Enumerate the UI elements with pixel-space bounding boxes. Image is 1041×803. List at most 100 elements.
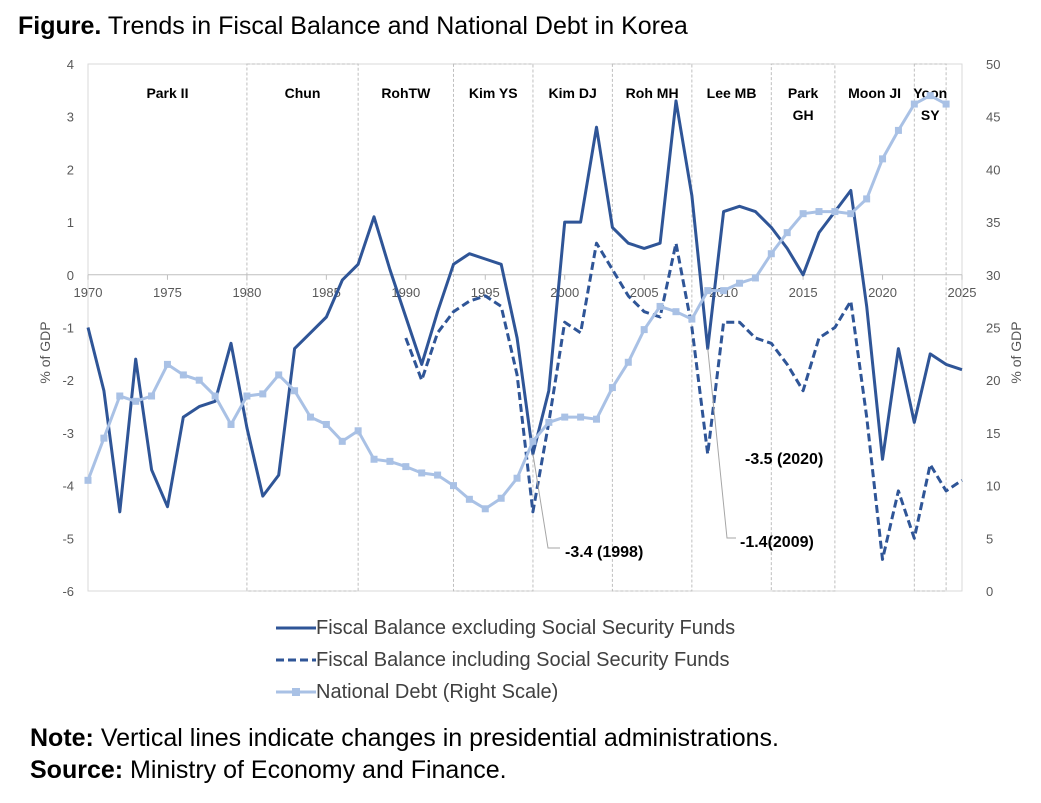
administration-label: YoonSY [913, 85, 947, 123]
national-debt-marker [243, 392, 251, 400]
annotation-leader [532, 453, 560, 549]
national-debt-marker [767, 250, 775, 258]
y-left-tick-label: -6 [62, 584, 74, 599]
national-debt-marker [640, 326, 648, 334]
y-left-tick-label: -2 [62, 373, 74, 388]
administration-label: Park GH [788, 85, 819, 123]
administration-label: Kim DJ [549, 85, 597, 101]
figure-title: Figure. Trends in Fiscal Balance and Nat… [18, 12, 688, 41]
administration-label: RohTW [381, 85, 431, 101]
x-tick-label: 2000 [550, 285, 579, 300]
national-debt-marker [497, 494, 505, 502]
x-tick-label: 1995 [471, 285, 500, 300]
legend-item-fiscal-excl: Fiscal Balance excluding Social Security… [276, 612, 735, 644]
administration-label-line: Kim YS [469, 85, 518, 101]
administration-label-line: Lee MB [707, 85, 757, 101]
administration-label: Lee MB [707, 85, 757, 101]
note-line: Note: Vertical lines indicate changes in… [30, 722, 779, 754]
national-debt-marker [799, 210, 807, 218]
x-tick-label: 2005 [630, 285, 659, 300]
national-debt-marker [211, 392, 219, 400]
national-debt-marker [545, 418, 553, 426]
chart-legend: Fiscal Balance excluding Social Security… [276, 612, 735, 708]
administration-label-line: SY [921, 107, 940, 123]
legend-label: Fiscal Balance including Social Security… [316, 648, 730, 671]
administration-label: Park II [146, 85, 188, 101]
y-right-tick-label: 10 [986, 479, 1000, 494]
figure-title-text: Trends in Fiscal Balance and National De… [101, 12, 688, 40]
x-tick-label: 1980 [232, 285, 261, 300]
annotation-label: -3.4 (1998) [565, 544, 643, 561]
administration-label: Kim YS [469, 85, 518, 101]
national-debt-marker [84, 476, 92, 484]
x-tick-label: 2015 [789, 285, 818, 300]
national-debt-marker [815, 208, 823, 216]
national-debt-marker [672, 308, 680, 316]
y-right-tick-label: 45 [986, 110, 1000, 125]
x-tick-label: 2020 [868, 285, 897, 300]
national-debt-marker [481, 505, 489, 513]
administration-label-line: Kim DJ [549, 85, 597, 101]
administration-box [913, 63, 947, 592]
national-debt-marker [418, 469, 426, 477]
national-debt-marker [720, 287, 728, 295]
national-debt-marker [116, 392, 124, 400]
national-debt-marker [910, 100, 918, 108]
administration-box [246, 63, 359, 592]
figure-notes: Note: Vertical lines indicate changes in… [30, 722, 779, 786]
y-right-tick-label: 0 [986, 584, 993, 599]
legend-label: Fiscal Balance excluding Social Security… [316, 616, 736, 639]
national-debt-marker [879, 155, 887, 163]
national-debt-marker [322, 420, 330, 428]
administration-label-line: Roh MH [626, 85, 679, 101]
national-debt-marker [434, 471, 442, 479]
national-debt-marker [291, 387, 299, 395]
administration-box [611, 63, 693, 592]
national-debt-marker [449, 482, 457, 490]
y-right-tick-label: 20 [986, 373, 1000, 388]
source-text: Ministry of Economy and Finance. [123, 756, 507, 784]
source-line: Source: Ministry of Economy and Finance. [30, 754, 779, 786]
source-label: Source: [30, 756, 124, 784]
national-debt-marker [783, 229, 791, 237]
national-debt-marker [561, 413, 569, 421]
national-debt-marker [831, 208, 839, 216]
national-debt-marker [577, 413, 585, 421]
x-tick-label: 2025 [948, 285, 977, 300]
y-left-tick-label: -1 [62, 321, 74, 336]
national-debt-marker [195, 376, 203, 384]
y-left-tick-label: 1 [67, 215, 74, 230]
national-debt-marker [926, 92, 934, 100]
national-debt-marker [354, 427, 362, 435]
administration-label-line: Chun [285, 85, 321, 101]
y-left-tick-label: -3 [62, 426, 74, 441]
national-debt-marker [624, 358, 632, 366]
annotation-leader [707, 348, 736, 539]
national-debt-marker [386, 457, 394, 465]
y-right-tick-label: 5 [986, 531, 993, 546]
legend-item-fiscal-incl: Fiscal Balance including Social Security… [276, 644, 735, 676]
national-debt-marker [736, 279, 744, 287]
national-debt-marker [751, 274, 759, 282]
legend-swatch-dashed [276, 658, 316, 662]
y-left-tick-label: 0 [67, 268, 74, 283]
y-right-tick-label: 15 [986, 426, 1000, 441]
national-debt-marker [227, 420, 235, 428]
national-debt-marker [529, 437, 537, 445]
national-debt-marker [148, 392, 156, 400]
national-debt-line [86, 94, 947, 511]
y-right-tick-label: 30 [986, 268, 1000, 283]
administration-label: Chun [285, 85, 321, 101]
administration-box [452, 63, 534, 592]
national-debt-marker [163, 360, 171, 368]
national-debt-marker [370, 455, 378, 463]
national-debt-marker [100, 434, 108, 442]
y-right-tick-label: 25 [986, 321, 1000, 336]
legend-item-national-debt: National Debt (Right Scale) [276, 676, 735, 708]
x-tick-label: 1985 [312, 285, 341, 300]
fiscal-balance-excl-line [86, 99, 963, 514]
y-left-tick-label: 2 [67, 162, 74, 177]
administration-label: Roh MH [626, 85, 679, 101]
y-right-tick-label: 35 [986, 215, 1000, 230]
